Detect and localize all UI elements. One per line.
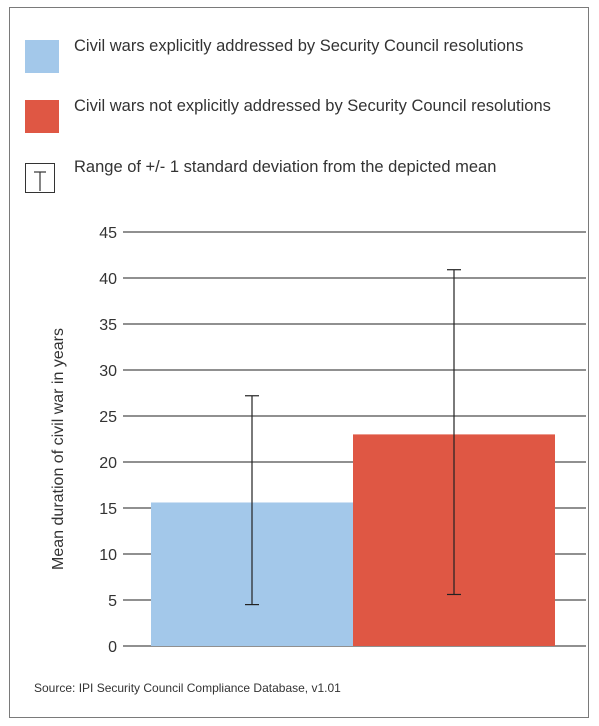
y-tick-label-5: 5: [108, 593, 117, 610]
y-axis-title: Mean duration of civil war in years: [50, 328, 67, 570]
y-tick-label-15: 15: [99, 501, 117, 518]
y-tick-label-10: 10: [99, 547, 117, 564]
source-note: Source: IPI Security Council Compliance …: [34, 681, 341, 695]
y-tick-label-40: 40: [99, 271, 117, 288]
y-tick-label-20: 20: [99, 455, 117, 472]
y-tick-label-35: 35: [99, 317, 117, 334]
y-tick-label-25: 25: [99, 409, 117, 426]
y-tick-label-30: 30: [99, 363, 117, 380]
y-tick-label-45: 45: [99, 225, 117, 242]
y-tick-label-0: 0: [108, 639, 117, 656]
